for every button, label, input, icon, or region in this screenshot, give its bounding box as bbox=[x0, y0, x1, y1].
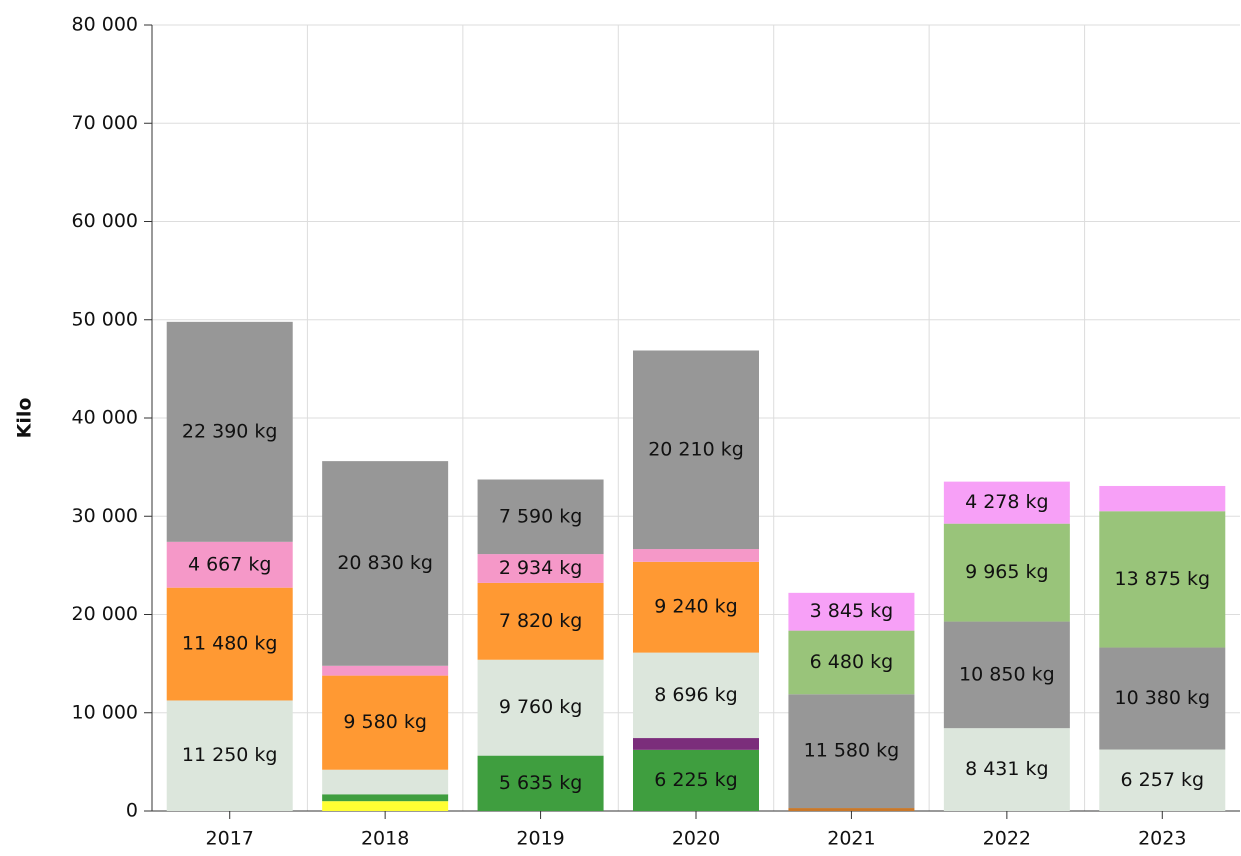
bar-segment bbox=[633, 561, 759, 653]
data-label: 8 431 kg bbox=[965, 758, 1049, 780]
bar-segment bbox=[322, 794, 449, 802]
data-label: 10 850 kg bbox=[959, 663, 1055, 685]
data-label: 20 830 kg bbox=[337, 552, 433, 574]
bar-segment bbox=[322, 665, 449, 676]
y-tick-label: 20 000 bbox=[72, 603, 138, 625]
data-label: 7 590 kg bbox=[499, 505, 583, 527]
data-label: 4 667 kg bbox=[188, 553, 272, 575]
bar-segment bbox=[943, 481, 1070, 524]
bar-segment bbox=[166, 321, 293, 542]
data-label: 7 820 kg bbox=[499, 610, 583, 632]
data-label: 11 250 kg bbox=[182, 744, 278, 766]
data-label: 5 635 kg bbox=[499, 772, 583, 794]
x-tick-label: 2017 bbox=[206, 828, 254, 850]
bar-segment bbox=[943, 728, 1070, 811]
data-label: 9 240 kg bbox=[654, 596, 738, 618]
bar-segment bbox=[477, 582, 604, 660]
data-label: 3 845 kg bbox=[810, 600, 894, 622]
bar-segment bbox=[166, 541, 293, 588]
bar-segment bbox=[1099, 647, 1226, 750]
bar-segment bbox=[788, 808, 915, 811]
bar-segment bbox=[633, 350, 759, 550]
bar-segment bbox=[477, 479, 604, 555]
bar-segment bbox=[322, 461, 449, 666]
bar-segment bbox=[477, 554, 604, 583]
data-label: 11 580 kg bbox=[804, 740, 900, 762]
data-label: 11 480 kg bbox=[182, 633, 278, 655]
y-tick-label: 60 000 bbox=[72, 210, 138, 232]
data-label: 20 210 kg bbox=[648, 438, 744, 460]
bar-segment bbox=[322, 769, 449, 795]
data-label: 22 390 kg bbox=[182, 420, 278, 442]
y-tick-label: 40 000 bbox=[72, 407, 138, 429]
x-tick-label: 2023 bbox=[1138, 828, 1186, 850]
bar-segment bbox=[633, 652, 759, 739]
x-tick-label: 2021 bbox=[827, 828, 875, 850]
data-label: 6 257 kg bbox=[1121, 769, 1205, 791]
y-axis-label: Kilo bbox=[14, 398, 36, 439]
bar-segment bbox=[788, 694, 915, 809]
x-tick-label: 2018 bbox=[361, 828, 409, 850]
bar-segment bbox=[166, 700, 293, 811]
bar-segment bbox=[788, 592, 915, 631]
y-tick-label: 80 000 bbox=[72, 14, 138, 36]
data-label: 9 760 kg bbox=[499, 696, 583, 718]
bar-segment bbox=[477, 755, 604, 811]
bar-segment bbox=[943, 523, 1070, 622]
bar-segment bbox=[633, 738, 759, 750]
bar-segment bbox=[322, 801, 449, 811]
x-tick-label: 2022 bbox=[983, 828, 1031, 850]
data-label: 8 696 kg bbox=[654, 684, 738, 706]
x-tick-label: 2020 bbox=[672, 828, 720, 850]
bar-segment bbox=[788, 630, 915, 695]
y-tick-label: 30 000 bbox=[72, 505, 138, 527]
bar-segment bbox=[322, 675, 449, 770]
data-label: 13 875 kg bbox=[1114, 568, 1210, 590]
y-tick-label: 0 bbox=[126, 800, 138, 822]
y-tick-label: 70 000 bbox=[72, 112, 138, 134]
data-label: 4 278 kg bbox=[965, 491, 1049, 513]
bar-segment bbox=[633, 549, 759, 562]
bar-segment bbox=[1099, 485, 1226, 512]
y-tick-label: 10 000 bbox=[72, 701, 138, 723]
data-label: 6 225 kg bbox=[654, 769, 738, 791]
data-label: 2 934 kg bbox=[499, 557, 583, 579]
bar-segment bbox=[633, 749, 759, 811]
bar-segment bbox=[1099, 511, 1226, 648]
data-label: 6 480 kg bbox=[810, 651, 894, 673]
y-tick-label: 50 000 bbox=[72, 308, 138, 330]
bar-segment bbox=[166, 587, 293, 701]
bar-segment bbox=[477, 659, 604, 756]
x-tick-label: 2019 bbox=[516, 828, 564, 850]
bar-segment bbox=[943, 621, 1070, 729]
data-label: 9 580 kg bbox=[343, 711, 427, 733]
data-label: 10 380 kg bbox=[1114, 687, 1210, 709]
bar-segment bbox=[1099, 749, 1226, 811]
data-label: 9 965 kg bbox=[965, 561, 1049, 583]
